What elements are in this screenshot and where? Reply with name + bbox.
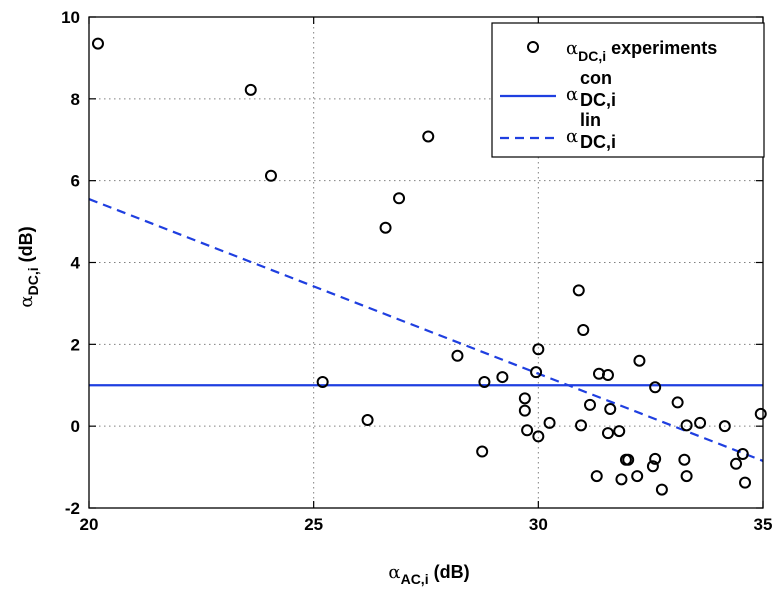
- legend-marker-circle: [527, 41, 539, 53]
- data-point: [518, 404, 531, 417]
- data-point: [530, 366, 543, 379]
- x-axis-label: αAC,i (dB): [388, 562, 469, 587]
- y-tick-label: 8: [71, 90, 80, 109]
- y-tick-label: 6: [71, 172, 80, 191]
- data-point: [543, 416, 556, 429]
- x-tick-label: 25: [304, 515, 323, 534]
- data-point: [590, 470, 603, 483]
- tick-labels: 20 25 30 35 -2 0 2 4 6 8 10: [61, 8, 772, 534]
- data-point: [730, 457, 743, 470]
- data-point: [646, 460, 659, 473]
- x-axis-label-unit: (dB): [429, 562, 470, 582]
- legend-symbol: α: [566, 126, 578, 147]
- svg-text:αDC,i experiments: αDC,i experiments: [566, 38, 717, 64]
- data-point: [622, 453, 635, 466]
- data-point: [521, 424, 534, 437]
- legend: αDC,i experiments α con DC,i α lin DC,i: [491, 22, 765, 158]
- y-tick-label: 0: [71, 417, 80, 436]
- data-point: [451, 349, 464, 362]
- y-axis-label-unit: (dB): [16, 226, 36, 267]
- data-point: [577, 324, 590, 337]
- data-point: [361, 414, 374, 427]
- legend-item-experiments: αDC,i experiments: [527, 38, 717, 64]
- y-tick-label: 10: [61, 8, 80, 27]
- legend-item-con: α con DC,i: [500, 68, 616, 110]
- data-point: [649, 381, 662, 394]
- data-point: [736, 447, 749, 460]
- svg-text:α: α: [566, 126, 578, 147]
- data-point: [680, 470, 693, 483]
- data-points: [91, 37, 767, 496]
- data-point: [655, 483, 668, 496]
- data-point: [422, 130, 435, 143]
- x-axis-label-subscript: AC,i: [401, 571, 429, 587]
- y-tick-label: -2: [65, 499, 80, 518]
- data-point: [678, 453, 691, 466]
- legend-symbol: α: [566, 38, 578, 59]
- y-axis-label-symbol: α: [16, 295, 37, 307]
- grid-lines: [89, 17, 763, 508]
- data-point: [649, 452, 662, 465]
- x-axis-label-symbol: α: [388, 562, 400, 583]
- data-point: [615, 473, 628, 486]
- data-point: [244, 83, 257, 96]
- data-point: [532, 430, 545, 443]
- data-point: [584, 398, 597, 411]
- data-point: [379, 221, 392, 234]
- legend-superscript: con: [580, 68, 612, 88]
- data-point: [633, 354, 646, 367]
- legend-subscript: DC,i: [580, 90, 616, 110]
- data-point: [754, 407, 767, 420]
- data-point: [613, 425, 626, 438]
- y-axis-label-subscript: DC,i: [25, 267, 41, 295]
- data-point: [91, 37, 104, 50]
- data-point: [572, 284, 585, 297]
- y-axis-label: αDC,i (dB): [16, 226, 41, 307]
- data-point: [316, 375, 329, 388]
- data-point: [601, 427, 614, 440]
- y-tick-label: 4: [71, 254, 81, 273]
- linear-fit-line: [88, 198, 764, 462]
- legend-symbol: α: [566, 84, 578, 105]
- data-point: [518, 392, 531, 405]
- data-point: [671, 396, 684, 409]
- x-tick-label: 20: [80, 515, 99, 534]
- data-point: [631, 470, 644, 483]
- legend-text: experiments: [606, 38, 717, 58]
- data-point: [680, 419, 693, 432]
- data-point: [718, 420, 731, 433]
- data-point: [739, 476, 752, 489]
- x-tick-label: 30: [529, 515, 548, 534]
- legend-subscript: DC,i: [580, 132, 616, 152]
- data-point: [393, 192, 406, 205]
- y-tick-label: 2: [71, 335, 80, 354]
- legend-item-lin: α lin DC,i: [500, 110, 616, 152]
- data-point: [694, 416, 707, 429]
- data-point: [575, 419, 588, 432]
- data-point: [601, 369, 614, 382]
- data-point: [532, 343, 545, 356]
- legend-superscript: lin: [580, 110, 601, 130]
- data-point: [604, 402, 617, 415]
- data-point: [476, 445, 489, 458]
- data-point: [496, 371, 509, 384]
- x-tick-label: 35: [754, 515, 773, 534]
- legend-subscript: DC,i: [578, 48, 606, 64]
- data-point: [264, 169, 277, 182]
- svg-text:α: α: [566, 84, 578, 105]
- data-point: [478, 375, 491, 388]
